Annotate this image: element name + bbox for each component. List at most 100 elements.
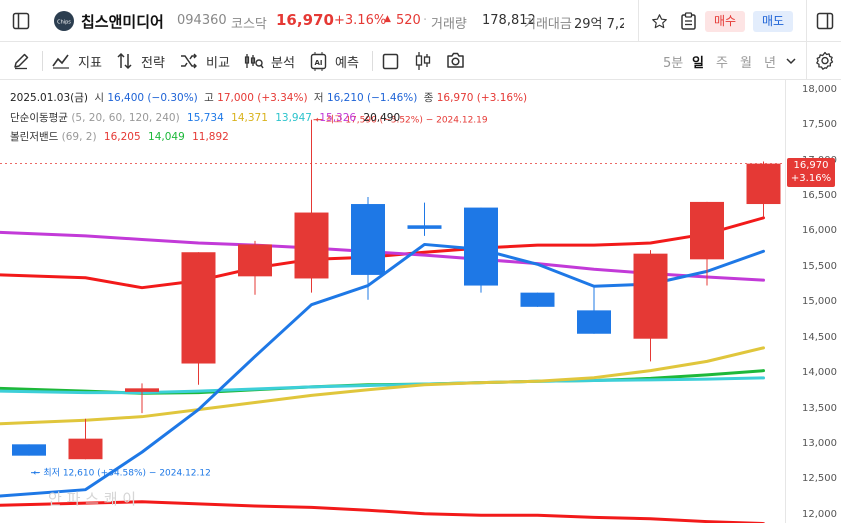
svg-text:AI: AI xyxy=(314,59,322,67)
candlestick-icon[interactable] xyxy=(414,51,432,71)
low-value: 16,210 (−1.46%) xyxy=(326,92,418,104)
forecast-label: 예측 xyxy=(335,56,359,71)
candle-body xyxy=(633,253,668,339)
star-icon[interactable] xyxy=(651,13,668,30)
analysis-label: 분석 xyxy=(271,56,295,71)
compare-button[interactable]: 비교 xyxy=(180,42,234,80)
pencil-icon[interactable] xyxy=(12,52,30,70)
ma120-value: 15,326 xyxy=(319,112,357,124)
y-tick-label: 17,500 xyxy=(802,119,837,131)
close-label: 종 xyxy=(423,92,434,104)
ma60-value: 13,947 xyxy=(275,112,312,124)
shuffle-icon xyxy=(181,53,197,69)
change-percent: +3.16% xyxy=(334,13,387,28)
market-label: 코스닥 xyxy=(231,17,267,32)
sort-arrows-icon xyxy=(117,52,132,70)
period-year[interactable]: 년 xyxy=(764,56,776,71)
date-label: 2025.01.03(금) xyxy=(10,92,88,104)
compare-label: 비교 xyxy=(206,56,230,71)
bollinger-row[interactable]: 볼린저밴드 (69, 2) 16,205 14,049 11,892 xyxy=(10,129,229,144)
y-tick-label: 18,000 xyxy=(802,83,837,95)
candle-body xyxy=(181,252,216,364)
ohlc-row: 2025.01.03(금) 시 16,400 (−0.30%) 고 17,000… xyxy=(10,90,527,105)
current-price: 16,970 xyxy=(276,11,334,29)
candles xyxy=(12,119,781,460)
last-price-value: 16,970 xyxy=(793,160,829,171)
y-tick-label: 15,000 xyxy=(802,296,837,308)
bb-mid-value: 14,049 xyxy=(148,131,185,143)
candle-body xyxy=(464,207,498,286)
ma5-value: 15,734 xyxy=(187,112,224,124)
company-logo: Chips xyxy=(54,11,74,31)
volume-label: 거래량 xyxy=(431,17,467,32)
sidebar-toggle-icon[interactable] xyxy=(12,12,30,30)
bb-lower-value: 11,892 xyxy=(192,131,229,143)
close-value: 16,970 (+3.16%) xyxy=(436,92,528,104)
gear-icon[interactable] xyxy=(815,51,835,71)
buy-button[interactable]: 매수 xyxy=(705,11,745,32)
bollinger-lower-line xyxy=(0,500,765,523)
clipboard-icon[interactable] xyxy=(680,12,697,30)
toolbar-divider-3 xyxy=(806,42,807,80)
candle-body xyxy=(407,225,442,229)
high-label: 고 xyxy=(204,92,214,104)
bb-upper-value: 16,205 xyxy=(103,131,141,143)
y-tick-label: 14,000 xyxy=(802,367,837,379)
header-divider-right xyxy=(806,0,807,42)
annotations: ← 최고 17,590 (−3.52%) − 2024.12.19 ← 최저 1… xyxy=(31,115,488,479)
side-panel-icon[interactable] xyxy=(816,12,834,30)
candle-body xyxy=(294,212,329,279)
change-amount: 520 xyxy=(396,13,421,28)
period-week[interactable]: 주 xyxy=(716,56,728,71)
period-month[interactable]: 월 xyxy=(740,56,752,71)
analysis-button[interactable]: 분석 xyxy=(244,42,300,80)
strategy-button[interactable]: 전략 xyxy=(116,42,172,80)
volume-value: 178,812 xyxy=(482,13,536,28)
bb-params: (69, 2) xyxy=(61,131,97,143)
period-day[interactable]: 일 xyxy=(692,56,704,71)
forecast-button[interactable]: AI 예측 xyxy=(309,42,365,80)
ma-params: (5, 20, 60, 120, 240) xyxy=(71,112,180,124)
square-icon[interactable] xyxy=(382,53,399,70)
max-annotation: ← 최고 17,590 (−3.52%) − 2024.12.19 xyxy=(316,115,488,126)
amount-label: 거래대금 xyxy=(524,17,572,32)
y-tick-label: 16,500 xyxy=(802,189,837,201)
ma60-line xyxy=(0,376,765,395)
min-annotation: ← 최저 12,610 (+34.58%) − 2024.12.12 xyxy=(33,468,211,479)
y-tick-label: 12,500 xyxy=(802,473,837,485)
y-tick-label: 14,500 xyxy=(802,331,837,343)
candle-body xyxy=(68,438,103,460)
svg-text:Chips: Chips xyxy=(57,20,71,26)
price-chart[interactable]: ← 최고 17,590 (−3.52%) − 2024.12.19 ← 최저 1… xyxy=(0,80,785,523)
watermark: 안 파 스 쾌 이 xyxy=(48,490,136,508)
last-price-pct: +3.16% xyxy=(790,173,832,184)
candle-body xyxy=(577,310,611,334)
y-tick-label: 15,500 xyxy=(802,260,837,272)
ma-label: 단순이동평균 xyxy=(10,112,68,124)
toolbar-divider-1 xyxy=(42,51,43,71)
price-axis[interactable]: 18,00017,50017,00016,50016,00015,50015,0… xyxy=(785,80,841,523)
header-divider xyxy=(638,0,639,42)
ma240-value: 20,490 xyxy=(363,112,401,124)
camera-icon[interactable] xyxy=(446,52,465,69)
low-label: 저 xyxy=(313,92,324,104)
separator-dot: · xyxy=(423,13,428,28)
sell-button[interactable]: 매도 xyxy=(753,11,793,32)
ma20-value: 14,371 xyxy=(231,112,268,124)
candle-body xyxy=(351,204,385,275)
strategy-label: 전략 xyxy=(141,56,165,71)
y-tick-label: 12,000 xyxy=(802,508,837,520)
up-triangle-icon: ▲ xyxy=(384,14,391,24)
high-value: 17,000 (+3.34%) xyxy=(217,92,308,104)
period-5min[interactable]: 5분 xyxy=(663,56,684,71)
chevron-down-icon[interactable] xyxy=(786,57,796,65)
last-price-tag: 16,970 +3.16% xyxy=(787,158,835,187)
indicator-label: 지표 xyxy=(78,56,102,71)
indicator-button[interactable]: 지표 xyxy=(52,42,106,80)
analysis-icon xyxy=(244,54,264,69)
y-tick-label: 13,000 xyxy=(802,438,837,450)
indicator-line-icon xyxy=(52,54,69,69)
ma-row[interactable]: 단순이동평균 (5, 20, 60, 120, 240) 15,734 14,3… xyxy=(10,110,400,125)
stock-name: 칩스앤미디어 xyxy=(81,13,164,31)
amount-value: 29억 7,2 xyxy=(574,17,624,32)
